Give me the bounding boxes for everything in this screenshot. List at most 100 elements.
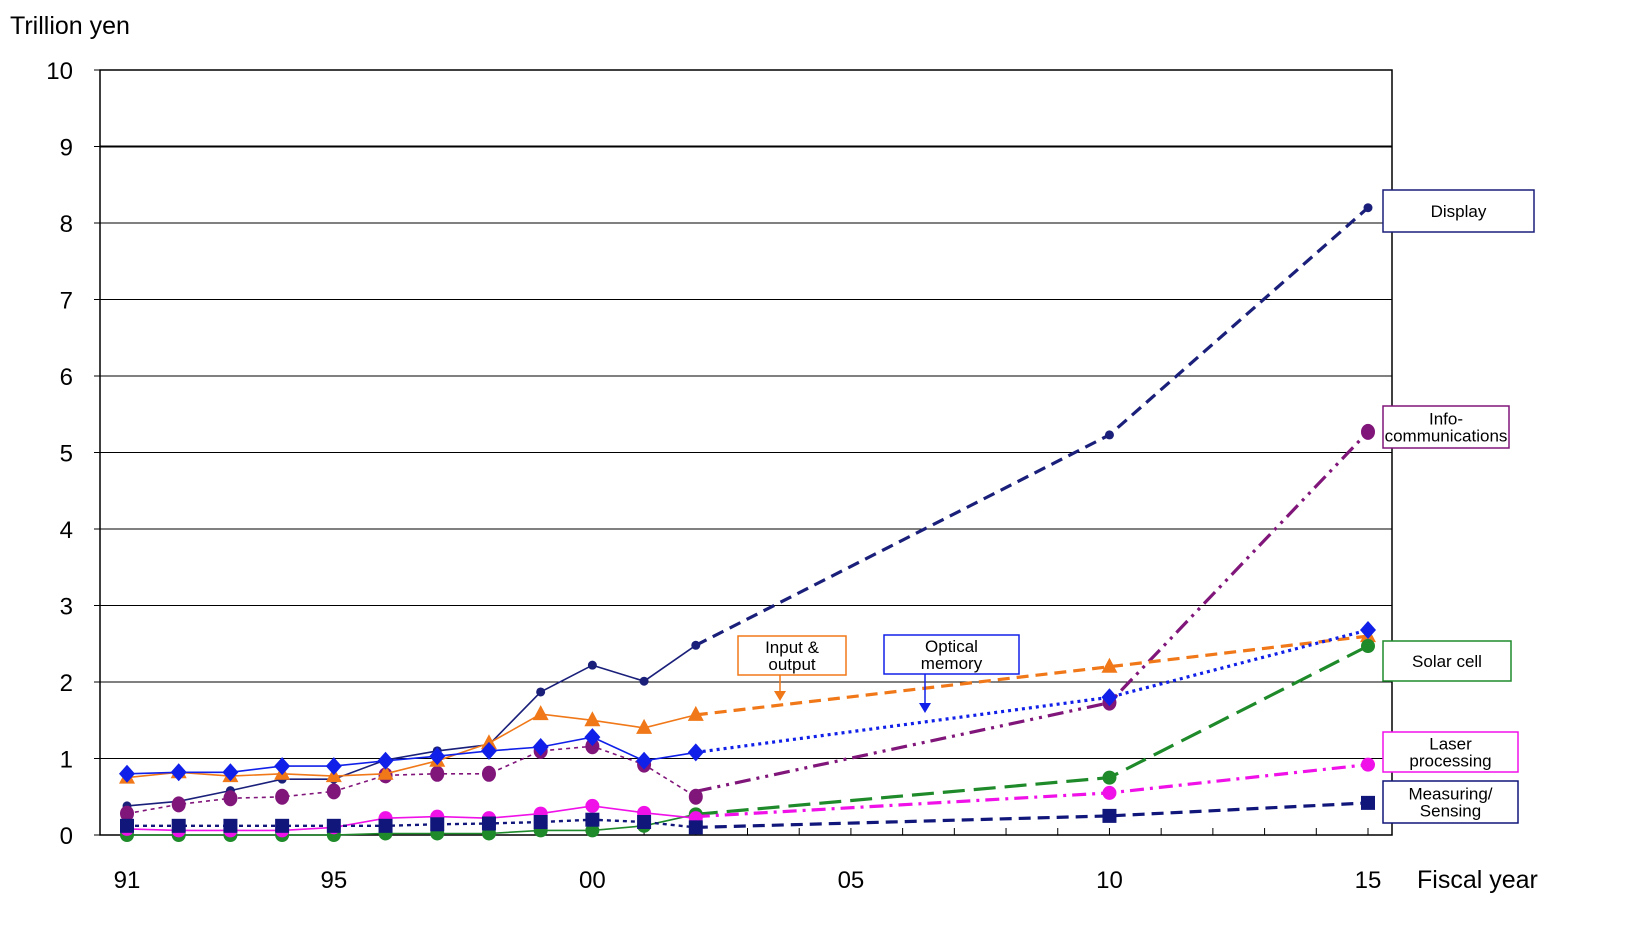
series-display-point [1363,203,1373,213]
series-info-communications-point [326,783,341,800]
label-line: output [768,655,816,674]
label-line: memory [921,654,983,673]
label-box [1382,405,1510,449]
series-input-output-point [532,705,549,721]
series-optical-memory [126,628,1369,775]
series-laser-processing-actual-line [126,805,696,832]
series-info-communications-point [481,765,496,782]
x-tick-label: 00 [579,867,606,894]
series-measuring-sensing-point [585,812,600,827]
series-display-point [587,660,597,670]
series-measuring-sensing [127,801,1369,829]
series-optical-memory-forecast-line [695,628,1369,754]
label-text: Measuring/Sensing [1408,785,1492,821]
series-input-output-forecast-line [695,634,1369,717]
series-info-communications-point [275,788,290,805]
series-optical-memory-point [119,764,135,783]
series-optical-memory-point [1101,688,1118,707]
y-tick-label: 5 [60,441,73,468]
series-label-measuring-sensing: Measuring/Sensing [1382,780,1519,824]
series-info-communications-point [688,788,703,805]
series-label-input-output: Input & output [737,635,847,701]
series-input-output-point [377,764,394,780]
series-measuring-sensing-point [688,820,703,835]
series-display-actual-line [126,644,697,807]
y-tick-label: 10 [46,58,73,85]
series-measuring-sensing-point [533,814,548,829]
series-optical-memory-point [687,743,704,762]
series-info-communications-point [120,805,134,822]
series-input-output-point [636,718,653,734]
series-measuring-sensing-point [275,818,290,833]
series-optical-memory-point [480,741,497,760]
series-solar-cell-point [1102,770,1117,785]
series-solar-cell-point [1361,639,1375,654]
series-laser-processing-point [1102,785,1117,800]
label-line: Sensing [1420,802,1481,821]
label-box [1382,780,1519,824]
label-box [1382,640,1512,682]
series-measuring-sensing-point [1361,795,1375,810]
series-measuring-sensing-point [378,818,393,833]
label-text: Input & output [765,638,820,674]
series-solar-cell-actual-line [127,813,696,836]
series-optical-memory-point [222,763,239,782]
series-measuring-sensing-point [430,817,445,832]
y-tick-label: 8 [60,211,73,238]
x-tick-label: 15 [1355,867,1382,894]
y-tick-label: 6 [60,364,73,391]
series-measuring-sensing-point [481,816,496,831]
series-info-communications-point [171,796,186,813]
label-line: Laser [1429,735,1472,754]
series-input-output-point [1101,657,1118,673]
x-tick-label: 05 [838,867,865,894]
label-line: Optical [925,637,978,656]
series-optical-memory-point [1360,620,1376,639]
label-text: Optical memory [921,637,983,673]
y-tick-label: 3 [60,594,73,621]
series-label-laser-processing: Laser processing [1382,731,1519,773]
series-info-communications-point [430,765,445,782]
series-optical-memory-point [584,728,601,747]
series-input-output-actual-line [126,713,696,779]
plot-area: 0 1 2 3 4 5 6 7 8 9 10 91 95 00 05 10 15 Display Info-comm… [46,58,1535,894]
series-measuring-sensing-point [223,818,238,833]
series-info-communications-actual-line [126,745,697,815]
series-laser-processing-point [585,798,600,813]
y-axis-title: Trillion yen [10,12,130,40]
series-display-point [639,676,649,686]
series-optical-memory-actual-line [126,736,696,775]
series-input-output-point [480,734,497,750]
series-measuring-sensing-point [171,818,186,833]
x-tick-label: 91 [114,867,141,894]
y-tick-label: 4 [60,517,73,544]
y-tick-label: 9 [60,135,73,162]
label-line: Measuring/ [1408,785,1492,804]
series-optical-memory-point [274,757,291,776]
label-line: communications [1385,427,1508,446]
x-axis-title: Fiscal year [1417,866,1538,894]
series-info-communications-point [585,738,600,755]
series-solar-cell-point [585,823,600,838]
x-tick-label: 10 [1096,867,1123,894]
series-laser-processing-point [1361,757,1375,772]
series-optical-memory-point [636,751,653,770]
series-measuring-sensing-forecast-line [695,801,1369,829]
x-tick-label: 95 [320,867,347,894]
label-box [1382,731,1519,773]
y-tick-label: 0 [60,823,73,850]
series-optical-memory-point [170,763,187,782]
series-measuring-sensing-point [1102,808,1117,823]
y-tick-label: 1 [60,747,73,774]
label-line: Display [1431,202,1487,221]
label-text: Solar cell [1412,652,1482,671]
series-label-info-communications: Info-communications [1382,405,1510,449]
label-line: Solar cell [1412,652,1482,671]
series-input-output-point [687,705,704,721]
series-measuring-sensing-point [637,814,652,829]
label-line: Input & [765,638,820,657]
label-arrowhead [919,703,931,713]
series-measuring-sensing-point [326,818,341,833]
series-input-output-point [584,711,601,727]
